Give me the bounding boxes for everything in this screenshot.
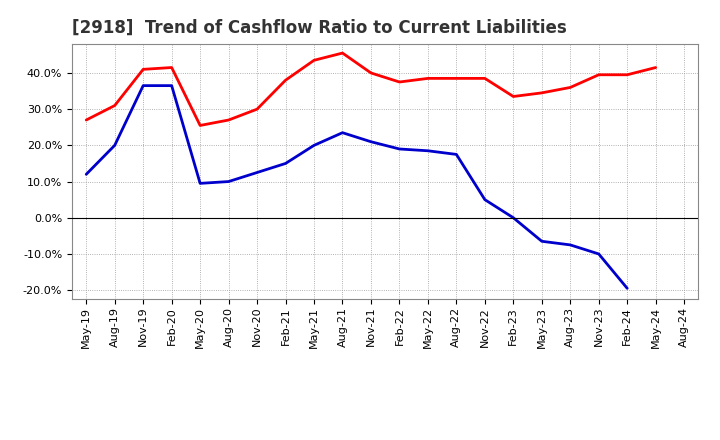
Free CF to Current Liabilities bbox=[139, 83, 148, 88]
Operating CF to Current Liabilities bbox=[338, 51, 347, 56]
Operating CF to Current Liabilities bbox=[196, 123, 204, 128]
Free CF to Current Liabilities bbox=[623, 286, 631, 291]
Operating CF to Current Liabilities bbox=[253, 106, 261, 112]
Free CF to Current Liabilities bbox=[282, 161, 290, 166]
Operating CF to Current Liabilities bbox=[566, 85, 575, 90]
Line: Operating CF to Current Liabilities: Operating CF to Current Liabilities bbox=[86, 53, 656, 125]
Free CF to Current Liabilities bbox=[452, 152, 461, 157]
Free CF to Current Liabilities bbox=[253, 170, 261, 175]
Operating CF to Current Liabilities bbox=[452, 76, 461, 81]
Operating CF to Current Liabilities bbox=[395, 79, 404, 84]
Operating CF to Current Liabilities bbox=[139, 67, 148, 72]
Operating CF to Current Liabilities bbox=[423, 76, 432, 81]
Free CF to Current Liabilities bbox=[167, 83, 176, 88]
Free CF to Current Liabilities bbox=[225, 179, 233, 184]
Line: Free CF to Current Liabilities: Free CF to Current Liabilities bbox=[86, 86, 627, 288]
Operating CF to Current Liabilities bbox=[225, 117, 233, 123]
Free CF to Current Liabilities bbox=[310, 143, 318, 148]
Operating CF to Current Liabilities bbox=[110, 103, 119, 108]
Operating CF to Current Liabilities bbox=[537, 90, 546, 95]
Text: [2918]  Trend of Cashflow Ratio to Current Liabilities: [2918] Trend of Cashflow Ratio to Curren… bbox=[72, 19, 567, 37]
Free CF to Current Liabilities bbox=[480, 197, 489, 202]
Free CF to Current Liabilities bbox=[423, 148, 432, 154]
Free CF to Current Liabilities bbox=[566, 242, 575, 248]
Operating CF to Current Liabilities bbox=[595, 72, 603, 77]
Operating CF to Current Liabilities bbox=[82, 117, 91, 123]
Operating CF to Current Liabilities bbox=[509, 94, 518, 99]
Legend: Operating CF to Current Liabilities, Free CF to Current Liabilities: Operating CF to Current Liabilities, Fre… bbox=[125, 438, 645, 440]
Free CF to Current Liabilities bbox=[537, 238, 546, 244]
Free CF to Current Liabilities bbox=[595, 251, 603, 257]
Free CF to Current Liabilities bbox=[82, 172, 91, 177]
Operating CF to Current Liabilities bbox=[366, 70, 375, 76]
Operating CF to Current Liabilities bbox=[652, 65, 660, 70]
Free CF to Current Liabilities bbox=[338, 130, 347, 136]
Free CF to Current Liabilities bbox=[366, 139, 375, 144]
Free CF to Current Liabilities bbox=[509, 215, 518, 220]
Operating CF to Current Liabilities bbox=[167, 65, 176, 70]
Operating CF to Current Liabilities bbox=[310, 58, 318, 63]
Free CF to Current Liabilities bbox=[395, 147, 404, 152]
Operating CF to Current Liabilities bbox=[623, 72, 631, 77]
Free CF to Current Liabilities bbox=[110, 143, 119, 148]
Operating CF to Current Liabilities bbox=[282, 77, 290, 83]
Free CF to Current Liabilities bbox=[196, 181, 204, 186]
Operating CF to Current Liabilities bbox=[480, 76, 489, 81]
